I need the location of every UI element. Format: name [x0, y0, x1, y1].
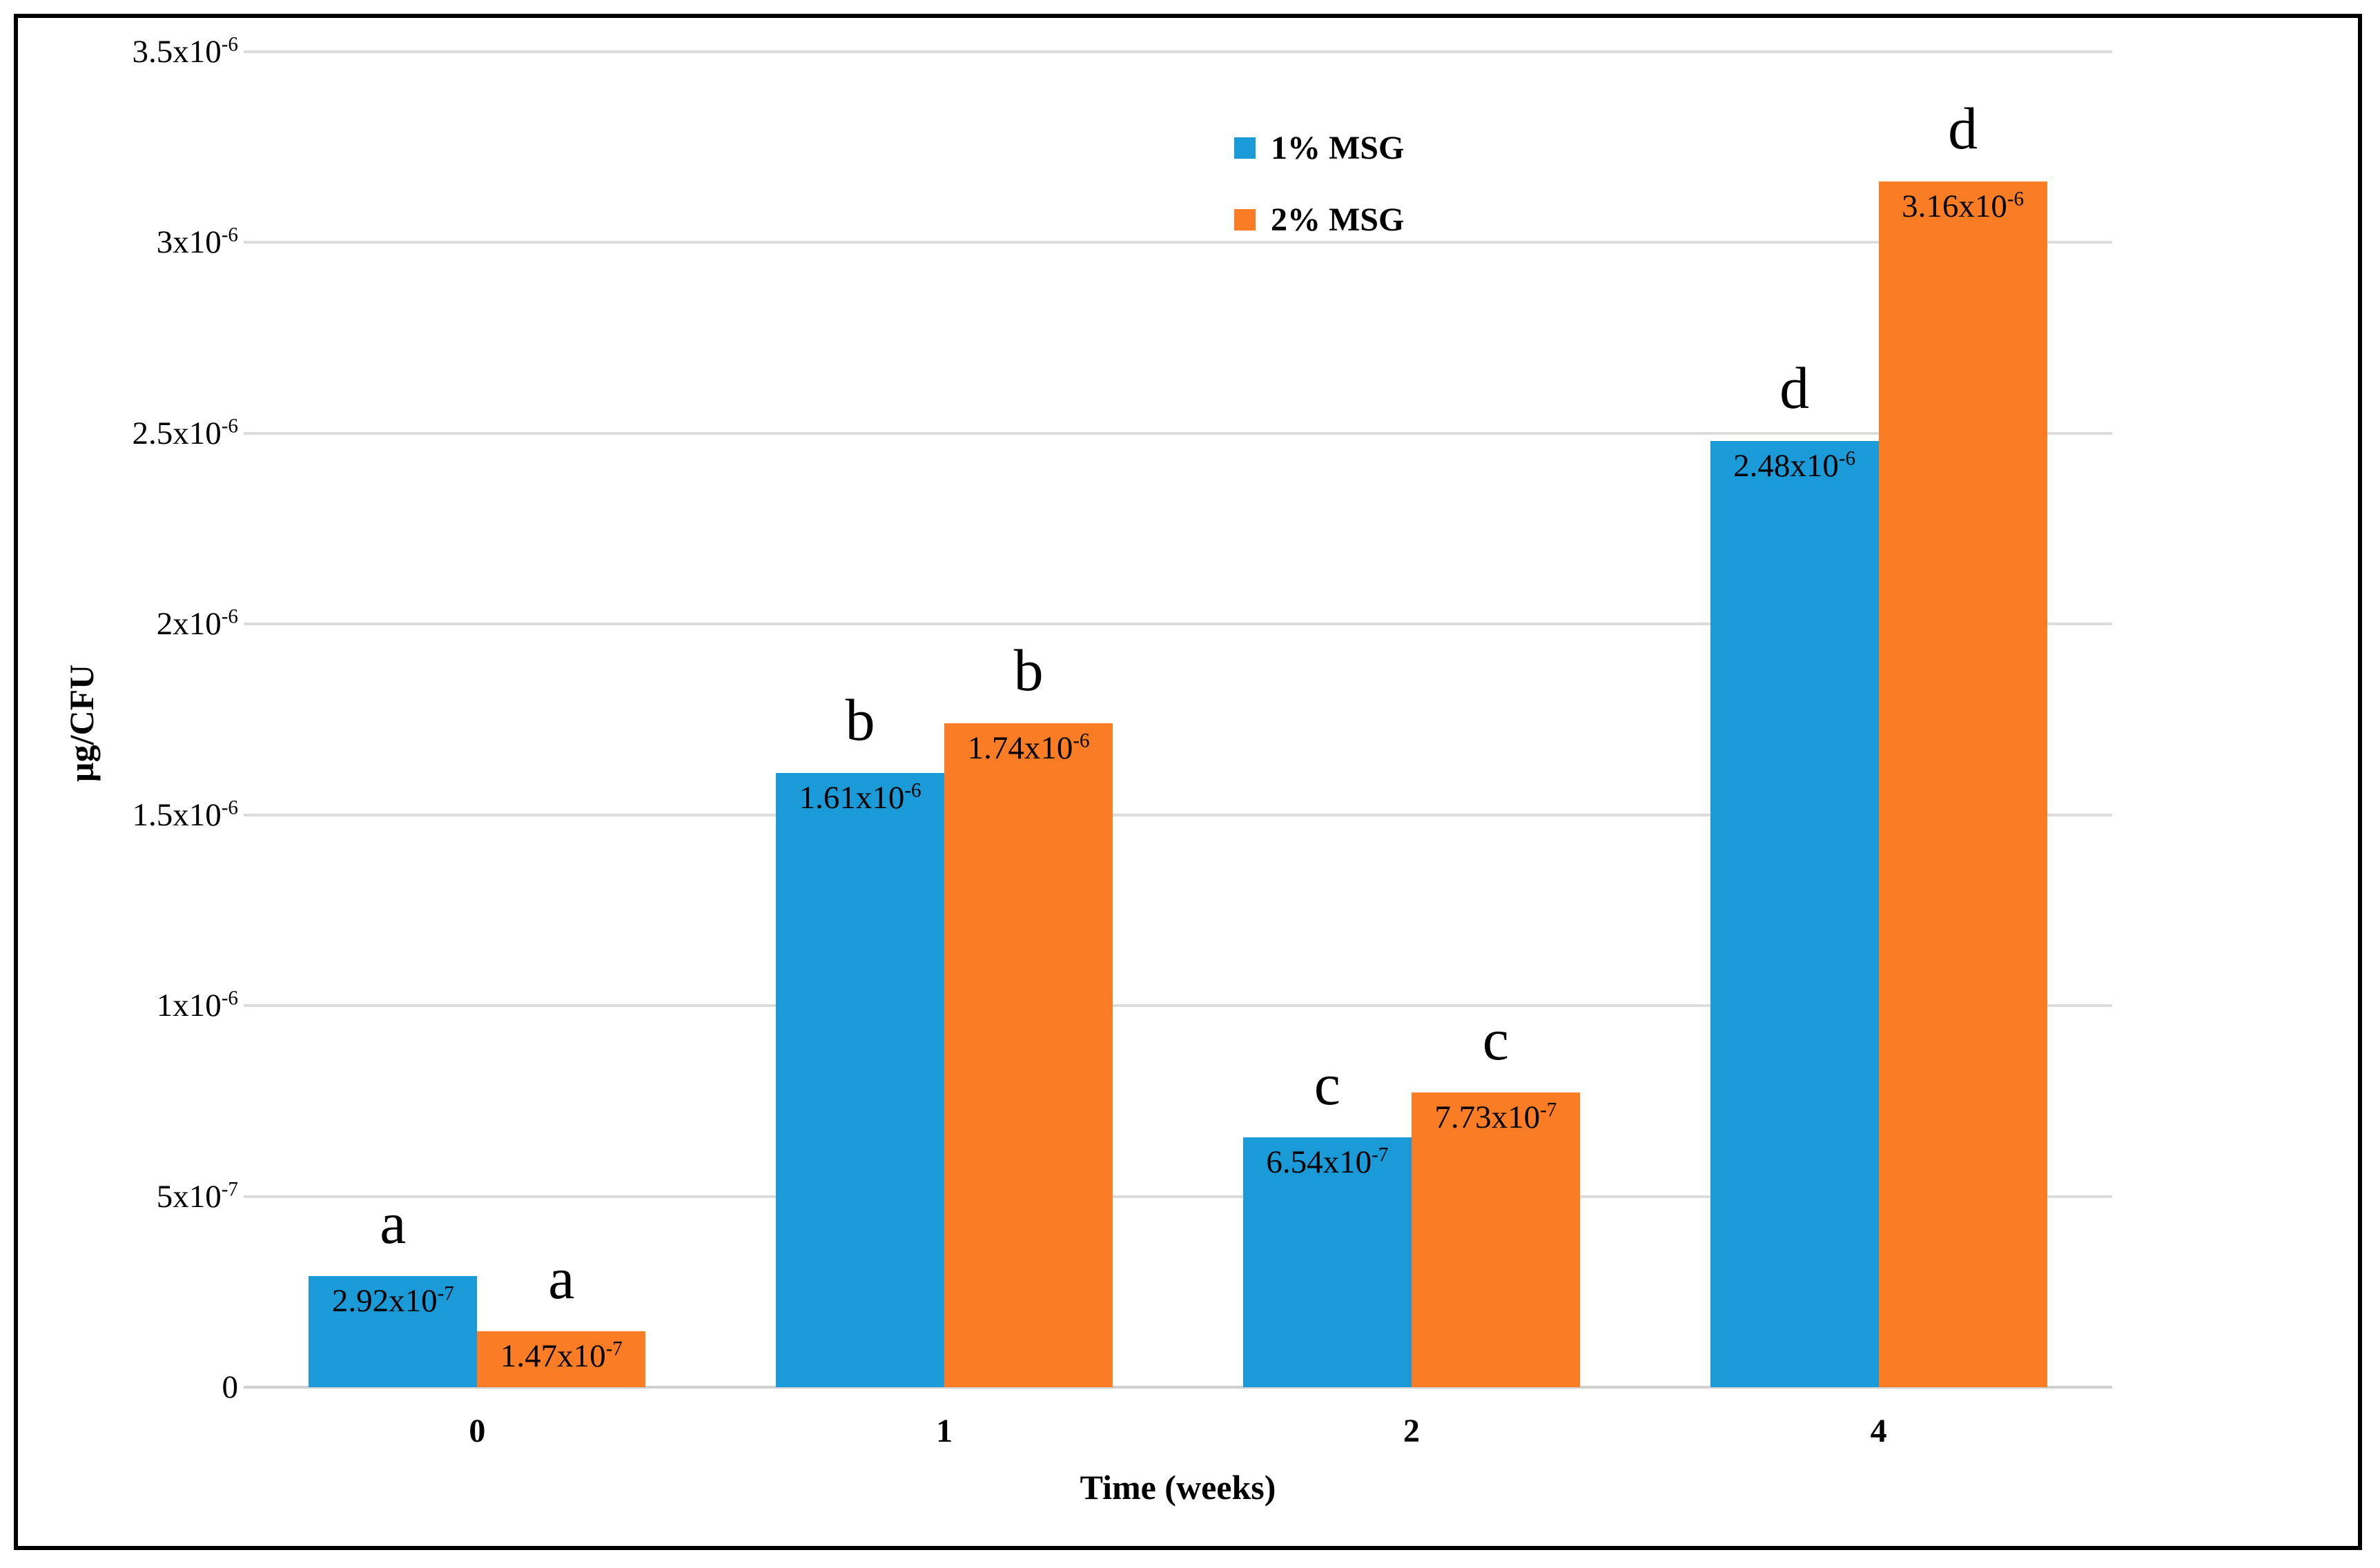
y-tick-label-1x106: 1x10-6 [156, 987, 238, 1023]
x-tick-label-week-4: 4 [1870, 1413, 1887, 1449]
gridline-15x106 [244, 813, 2112, 816]
gridline-3x106 [244, 241, 2112, 244]
y-tick-label-25x106: 2.5x10-6 [132, 414, 238, 451]
legend-swatch-1msg [1234, 137, 1256, 159]
significance-letter-1msg-week-1: b [845, 686, 875, 753]
bar-value-label-1msg-week-1: 1.61x10-6 [799, 779, 921, 816]
x-axis-title: Time (weeks) [1080, 1468, 1276, 1507]
bar-value-label-2msg-week-4: 3.16x10-6 [1902, 187, 2025, 224]
gridline-35x106 [244, 50, 2112, 53]
bar-1msg-week-2 [1242, 1137, 1412, 1387]
significance-letter-1msg-week-4: d [1779, 354, 1810, 421]
legend-label-2msg: 2% MSG [1271, 201, 1405, 238]
x-tick-label-week-0: 0 [469, 1413, 486, 1449]
x-tick-label-week-2: 2 [1403, 1413, 1420, 1449]
y-tick-label-3x106: 3x10-6 [156, 224, 238, 260]
y-tick-label-0: 0 [222, 1369, 239, 1405]
gridline-25x106 [244, 431, 2112, 435]
legend-swatch-2msg [1234, 208, 1256, 231]
bar-2msg-week-0 [477, 1331, 646, 1387]
bar-2msg-week-1 [944, 723, 1113, 1387]
y-tick-label-15x106: 1.5x10-6 [132, 796, 238, 833]
significance-letter-1msg-week-0: a [380, 1189, 407, 1256]
significance-letter-2msg-week-1: b [1013, 636, 1044, 703]
bar-value-label-2msg-week-0: 1.47x10-7 [500, 1337, 623, 1374]
y-tick-label-5x107: 5x10-7 [156, 1177, 238, 1215]
bar-1msg-week-0 [309, 1275, 478, 1387]
gridline-5x107 [244, 1195, 2112, 1198]
bar-2msg-week-2 [1411, 1092, 1580, 1387]
bar-1msg-week-4 [1710, 440, 1879, 1387]
bar-value-label-1msg-week-4: 2.48x10-6 [1733, 447, 1856, 484]
gridline-0 [244, 1386, 2112, 1389]
legend: 1% MSG 2% MSG [1234, 128, 1404, 272]
gridline-2x106 [244, 623, 2112, 625]
x-tick-label-week-1: 1 [936, 1413, 953, 1449]
significance-letter-2msg-week-0: a [548, 1244, 575, 1311]
bar-value-label-1msg-week-0: 2.92x10-7 [331, 1282, 454, 1319]
y-tick-label-2x106: 2x10-6 [156, 605, 238, 642]
bar-value-label-2msg-week-1: 1.74x10-6 [967, 729, 1090, 766]
y-tick-label-35x106: 3.5x10-6 [132, 32, 238, 70]
bar-value-label-2msg-week-2: 7.73x10-7 [1434, 1098, 1557, 1135]
bar-value-label-1msg-week-2: 6.54x10-7 [1266, 1144, 1389, 1181]
legend-entry-1msg: 1% MSG [1234, 128, 1404, 167]
y-axis-title: µg/CFU [62, 664, 101, 783]
bar-1msg-week-1 [776, 772, 945, 1387]
significance-letter-2msg-week-4: d [1948, 95, 1978, 161]
gridline-1x106 [244, 1004, 2112, 1007]
bar-2msg-week-4 [1878, 181, 2047, 1387]
legend-label-1msg: 1% MSG [1271, 129, 1405, 166]
legend-entry-2msg: 2% MSG [1234, 200, 1404, 239]
significance-letter-2msg-week-2: c [1482, 1006, 1509, 1072]
significance-letter-1msg-week-2: c [1314, 1051, 1340, 1118]
